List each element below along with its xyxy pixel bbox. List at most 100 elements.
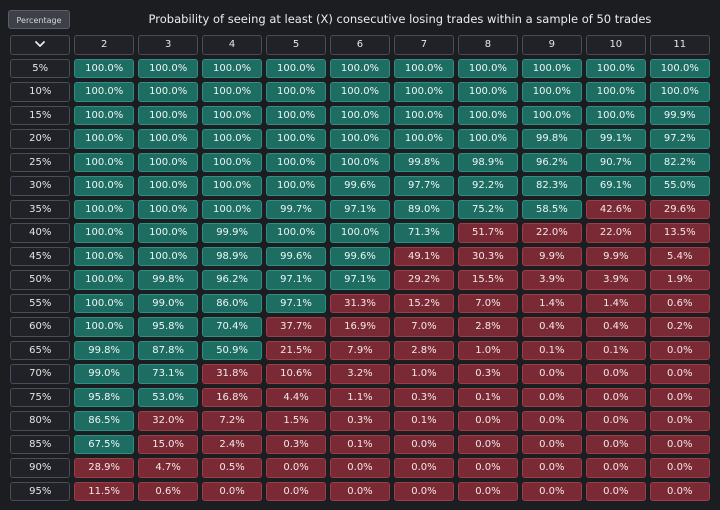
- table-cell: 0.0%: [393, 434, 455, 454]
- table-cell: 100.0%: [521, 58, 583, 78]
- table-cell: 100.0%: [265, 223, 327, 243]
- column-header: 7: [393, 35, 455, 55]
- table-cell: 13.5%: [649, 223, 710, 243]
- table-cell: 100.0%: [137, 129, 199, 149]
- table-cell: 7.9%: [329, 340, 391, 360]
- column-sort-dropdown[interactable]: [10, 35, 71, 55]
- table-cell: 100.0%: [265, 176, 327, 196]
- table-cell: 95.8%: [73, 387, 135, 407]
- table-cell: 0.0%: [521, 434, 583, 454]
- row-header: 65%: [10, 340, 71, 360]
- table-cell: 99.9%: [649, 105, 710, 125]
- table-cell: 86.5%: [73, 411, 135, 431]
- table-cell: 100.0%: [393, 82, 455, 102]
- table-cell: 100.0%: [73, 176, 135, 196]
- table-cell: 30.3%: [457, 246, 519, 266]
- table-cell: 100.0%: [457, 82, 519, 102]
- table-cell: 71.3%: [393, 223, 455, 243]
- table-cell: 7.0%: [457, 293, 519, 313]
- table-cell: 96.2%: [521, 152, 583, 172]
- table-cell: 100.0%: [393, 129, 455, 149]
- table-cell: 99.6%: [265, 246, 327, 266]
- table-cell: 0.6%: [649, 293, 710, 313]
- table-cell: 0.0%: [457, 434, 519, 454]
- table-cell: 100.0%: [73, 199, 135, 219]
- table-cell: 100.0%: [201, 199, 263, 219]
- top-bar: Percentage Probability of seeing at leas…: [0, 0, 720, 34]
- table-cell: 100.0%: [329, 152, 391, 172]
- table-cell: 50.9%: [201, 340, 263, 360]
- table-cell: 4.7%: [137, 458, 199, 478]
- table-cell: 86.0%: [201, 293, 263, 313]
- table-cell: 100.0%: [73, 58, 135, 78]
- table-cell: 1.1%: [329, 387, 391, 407]
- row-header: 30%: [10, 176, 71, 196]
- table-cell: 70.4%: [201, 317, 263, 337]
- table-cell: 100.0%: [73, 129, 135, 149]
- table-cell: 0.1%: [457, 387, 519, 407]
- table-cell: 10.6%: [265, 364, 327, 384]
- table-cell: 82.3%: [521, 176, 583, 196]
- table-cell: 0.0%: [585, 434, 647, 454]
- table-cell: 0.0%: [201, 481, 263, 501]
- table-cell: 100.0%: [585, 105, 647, 125]
- table-cell: 0.0%: [521, 411, 583, 431]
- table-cell: 21.5%: [265, 340, 327, 360]
- table-cell: 1.9%: [649, 270, 710, 290]
- table-cell: 73.1%: [137, 364, 199, 384]
- table-cell: 16.8%: [201, 387, 263, 407]
- column-header: 3: [137, 35, 199, 55]
- table-cell: 100.0%: [457, 105, 519, 125]
- table-cell: 89.0%: [393, 199, 455, 219]
- table-cell: 58.5%: [521, 199, 583, 219]
- table-cell: 99.6%: [329, 246, 391, 266]
- table-cell: 2.8%: [393, 340, 455, 360]
- table-cell: 0.0%: [521, 364, 583, 384]
- table-cell: 22.0%: [521, 223, 583, 243]
- table-cell: 1.0%: [457, 340, 519, 360]
- row-header: 35%: [10, 199, 71, 219]
- table-cell: 82.2%: [649, 152, 710, 172]
- table-cell: 1.4%: [521, 293, 583, 313]
- table-cell: 100.0%: [73, 317, 135, 337]
- table-cell: 5.4%: [649, 246, 710, 266]
- row-header: 55%: [10, 293, 71, 313]
- table-cell: 32.0%: [137, 411, 199, 431]
- table-cell: 100.0%: [585, 82, 647, 102]
- table-cell: 7.0%: [393, 317, 455, 337]
- table-cell: 0.0%: [329, 481, 391, 501]
- table-cell: 100.0%: [329, 105, 391, 125]
- table-cell: 1.4%: [585, 293, 647, 313]
- table-cell: 0.0%: [393, 481, 455, 501]
- table-cell: 100.0%: [201, 129, 263, 149]
- table-cell: 100.0%: [137, 223, 199, 243]
- table-cell: 100.0%: [73, 223, 135, 243]
- table-cell: 11.5%: [73, 481, 135, 501]
- table-cell: 100.0%: [521, 82, 583, 102]
- table-cell: 0.0%: [521, 387, 583, 407]
- row-header: 45%: [10, 246, 71, 266]
- table-cell: 0.3%: [329, 411, 391, 431]
- row-header: 15%: [10, 105, 71, 125]
- table-cell: 22.0%: [585, 223, 647, 243]
- table-cell: 0.0%: [393, 458, 455, 478]
- table-cell: 100.0%: [137, 246, 199, 266]
- table-cell: 100.0%: [137, 152, 199, 172]
- table-cell: 53.0%: [137, 387, 199, 407]
- table-cell: 97.1%: [265, 270, 327, 290]
- row-header: 90%: [10, 458, 71, 478]
- table-cell: 28.9%: [73, 458, 135, 478]
- table-cell: 100.0%: [73, 246, 135, 266]
- table-cell: 100.0%: [457, 129, 519, 149]
- table-cell: 0.0%: [585, 481, 647, 501]
- table-cell: 0.3%: [457, 364, 519, 384]
- table-cell: 100.0%: [649, 82, 710, 102]
- table-cell: 99.8%: [137, 270, 199, 290]
- row-header: 25%: [10, 152, 71, 172]
- table-cell: 1.0%: [393, 364, 455, 384]
- table-cell: 92.2%: [457, 176, 519, 196]
- table-cell: 100.0%: [329, 58, 391, 78]
- table-cell: 100.0%: [137, 176, 199, 196]
- table-cell: 3.2%: [329, 364, 391, 384]
- percentage-toggle-button[interactable]: Percentage: [8, 10, 70, 29]
